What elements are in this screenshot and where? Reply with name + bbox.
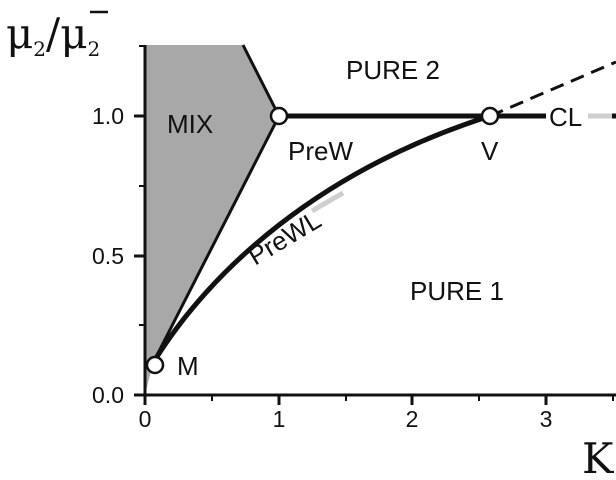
prewl-label: PreWL — [243, 204, 327, 271]
point-prew-start-marker — [269, 106, 289, 126]
pure2-label: PURE 2 — [346, 55, 440, 85]
mix-region — [145, 45, 279, 395]
prewl-curve — [150, 113, 491, 365]
y-axis-title-mu-bar: μ — [60, 9, 87, 58]
point-v-marker — [480, 106, 500, 126]
point-m-label: M — [177, 351, 199, 381]
dashed-extension — [489, 60, 616, 118]
y-axis-title-bar-sub: 2 — [87, 37, 100, 61]
cl-label: CL — [549, 102, 582, 132]
point-m-marker — [145, 355, 165, 375]
y-axis-title-slash: / — [46, 9, 61, 58]
x-tick-label: 2 — [406, 406, 419, 432]
y-tick-label: 0.0 — [92, 382, 124, 408]
y-axis-title-mu: μ — [6, 9, 33, 58]
x-tick-label: 1 — [273, 406, 286, 432]
pure1-label: PURE 1 — [410, 276, 504, 306]
cl-label-background — [546, 101, 588, 131]
x-tick-label: 3 — [540, 406, 553, 432]
point-v-label: V — [481, 136, 499, 166]
y-tick-label: 0.5 — [92, 243, 124, 269]
x-axis-title: K — [582, 434, 615, 480]
y-axis-title-sub: 2 — [33, 37, 46, 61]
prew-label: PreW — [288, 136, 353, 166]
x-tick-label: 0 — [139, 406, 152, 432]
y-axis-title: μ2/μ2 — [6, 9, 100, 61]
y-tick-label: 1.0 — [92, 103, 124, 129]
prewl-highlight — [310, 190, 345, 214]
mix-label: MIX — [167, 109, 213, 139]
